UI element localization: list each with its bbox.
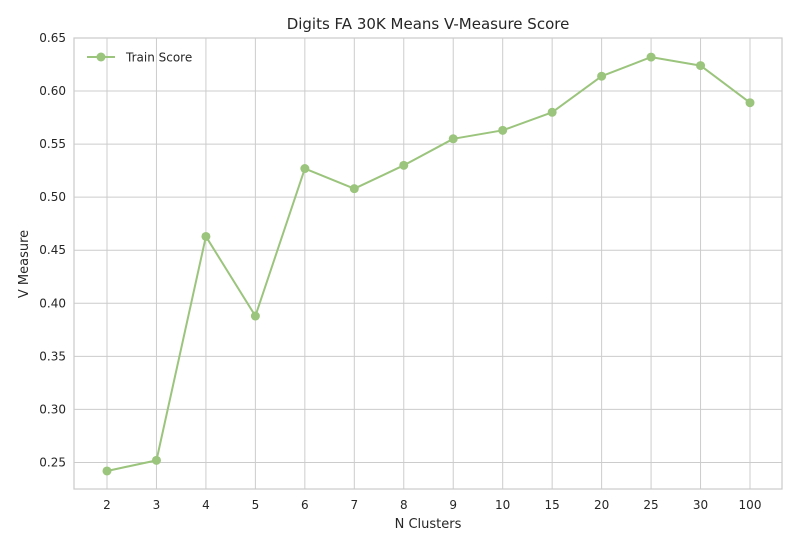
y-tick-label: 0.55 xyxy=(39,137,66,151)
data-point xyxy=(300,164,310,174)
data-point xyxy=(201,231,211,241)
x-tick-label: 25 xyxy=(643,498,658,512)
data-point xyxy=(547,107,557,117)
tick-labels: 2 3 4 5 6 7 8 9 10 15 20 25 30 100 0.25 0.30 0.35 0.40 0.4… xyxy=(39,31,761,512)
chart-title: Digits FA 30K Means V-Measure Score xyxy=(287,15,570,33)
series xyxy=(102,52,755,476)
data-point xyxy=(498,125,508,135)
x-tick-label: 10 xyxy=(495,498,510,512)
x-tick-label: 6 xyxy=(301,498,309,512)
x-tick-label: 2 xyxy=(103,498,111,512)
x-tick-label: 8 xyxy=(400,498,408,512)
y-tick-label: 0.50 xyxy=(39,190,66,204)
grid xyxy=(74,37,782,489)
y-tick-label: 0.45 xyxy=(39,243,66,257)
x-tick-label: 20 xyxy=(594,498,609,512)
plot-frame xyxy=(73,37,783,490)
data-point xyxy=(399,160,409,170)
y-tick-label: 0.60 xyxy=(39,84,66,98)
data-point xyxy=(646,52,656,62)
data-point xyxy=(349,184,359,194)
x-tick-label: 100 xyxy=(739,498,762,512)
data-point xyxy=(696,61,706,71)
legend-marker xyxy=(96,52,106,62)
y-tick-label: 0.65 xyxy=(39,31,66,45)
y-axis-label: V Measure xyxy=(17,230,32,298)
y-tick-label: 0.40 xyxy=(39,296,66,310)
data-point xyxy=(102,466,112,476)
data-point xyxy=(250,311,260,321)
y-tick-label: 0.35 xyxy=(39,349,66,363)
x-tick-label: 7 xyxy=(350,498,358,512)
x-axis-label: N Clusters xyxy=(395,517,462,532)
series-line xyxy=(106,56,751,472)
y-tick-label: 0.30 xyxy=(39,402,66,416)
legend: Train Score xyxy=(87,51,192,65)
x-tick-label: 5 xyxy=(252,498,260,512)
y-tick-label: 0.25 xyxy=(39,455,66,469)
legend-label: Train Score xyxy=(125,51,192,65)
data-point xyxy=(745,98,755,108)
data-point xyxy=(597,71,607,81)
x-tick-label: 9 xyxy=(449,498,457,512)
x-tick-label: 15 xyxy=(545,498,560,512)
x-tick-label: 3 xyxy=(153,498,161,512)
data-point xyxy=(448,134,458,144)
x-tick-label: 30 xyxy=(693,498,708,512)
x-tick-label: 4 xyxy=(202,498,210,512)
data-point xyxy=(151,455,161,465)
